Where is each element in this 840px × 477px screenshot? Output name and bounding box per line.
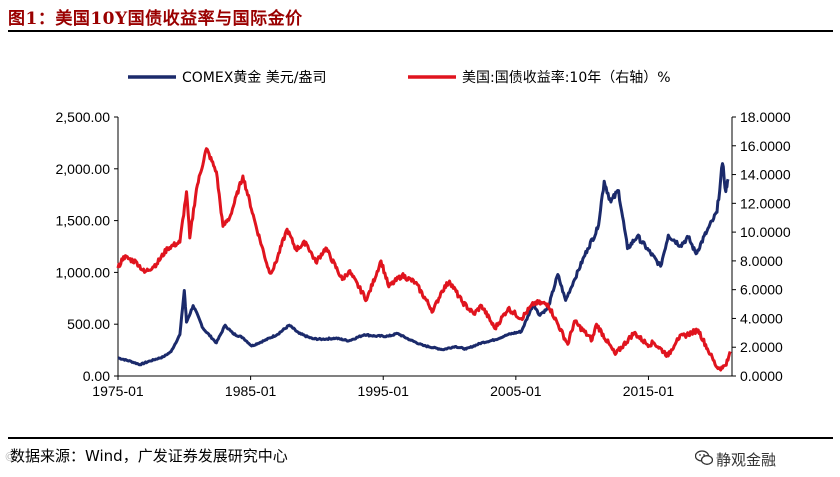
legend-label-gold: COMEX黄金 美元/盎司: [182, 69, 326, 86]
right-tick-label: 18.0000: [740, 109, 791, 125]
legend: COMEX黄金 美元/盎司 美国:国债收益率:10年（右轴）%: [128, 69, 671, 86]
source-note: 数据来源：Wind，广发证券发展研究中心: [10, 447, 288, 465]
watermark: ©: [4, 450, 16, 464]
left-tick-label: 2,000.00: [56, 161, 111, 177]
right-tick-label: 10.0000: [740, 224, 791, 240]
gold-price-line: [117, 162, 730, 367]
right-tick-label: 12.0000: [740, 195, 791, 211]
left-tick-label: 500.00: [67, 316, 110, 332]
x-tick-label: 2005-01: [490, 383, 542, 399]
figure-title: 图1：美国10Y国债收益率与国际金价: [8, 9, 303, 29]
x-tick-label: 2015-01: [623, 383, 675, 399]
axes: 0.00 500.00 1,000.00 1,500.00 2,000.00 2,500.…: [56, 109, 791, 399]
series-layer: [116, 147, 732, 372]
right-tick-label: 4.0000: [740, 310, 783, 326]
left-tick-label: 2,500.00: [56, 109, 111, 125]
bottom-rule: [8, 437, 833, 439]
x-tick-label: 1995-01: [358, 383, 410, 399]
treasury-yield-line: [116, 147, 732, 372]
left-tick-label: 1,000.00: [56, 264, 111, 280]
top-rule: [8, 30, 833, 32]
wechat-icon: [695, 450, 713, 465]
left-tick-label: 0.00: [83, 368, 110, 384]
right-tick-label: 2.0000: [740, 339, 783, 355]
brand-name: 静观金融: [716, 451, 777, 469]
chart-area: 0.00 500.00 1,000.00 1,500.00 2,000.00 2,500.…: [56, 69, 791, 399]
legend-label-yield: 美国:国债收益率:10年（右轴）%: [462, 69, 671, 86]
right-tick-label: 6.0000: [740, 282, 783, 298]
right-tick-label: 16.0000: [740, 138, 791, 154]
right-tick-label: 8.0000: [740, 253, 783, 269]
left-tick-label: 1,500.00: [56, 213, 111, 229]
right-tick-label: 14.0000: [740, 167, 791, 183]
x-tick-label: 1975-01: [92, 383, 144, 399]
x-tick-label: 1985-01: [225, 383, 277, 399]
right-tick-label: 0.0000: [740, 368, 783, 384]
